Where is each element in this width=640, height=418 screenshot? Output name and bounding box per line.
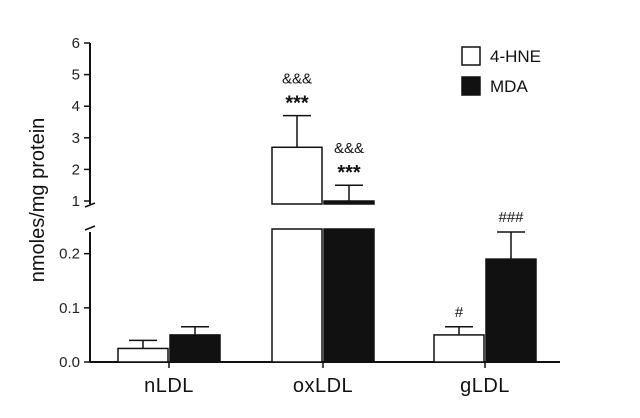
legend-label: MDA — [490, 77, 528, 96]
x-tick-label: oxLDL — [293, 375, 353, 397]
bar — [323, 200, 375, 205]
y-tick-label: 5 — [72, 67, 80, 84]
y-tick-label: 4 — [72, 98, 80, 115]
bar — [433, 334, 485, 363]
y-tick-label: 2 — [72, 161, 80, 178]
significance-label: &&& — [282, 71, 312, 88]
axis-break-mark — [84, 225, 96, 231]
significance-label: &&& — [334, 140, 364, 157]
axes: 0.0 0.1 0.2 1 2 3 4 5 6 nLDL oxLDL gLDL — [59, 35, 560, 397]
y-tick-label: 0.1 — [59, 300, 80, 317]
bars — [117, 114, 537, 363]
y-tick-label: 6 — [72, 35, 80, 52]
axis-break-mark — [84, 202, 96, 208]
significance-label: ### — [498, 209, 524, 226]
legend: 4-HNE MDA — [461, 46, 541, 96]
bar — [271, 228, 323, 363]
bar — [323, 228, 375, 363]
bar — [117, 347, 169, 363]
y-tick-label: 0.2 — [59, 246, 80, 263]
significance-label: *** — [285, 93, 309, 115]
significance-label: # — [455, 304, 464, 321]
y-tick-label: 3 — [72, 130, 80, 147]
bar — [271, 146, 323, 205]
y-tick-label: 1 — [72, 193, 80, 210]
significance-annotations: ***&&&***&&&#### — [282, 71, 524, 321]
x-tick-label: nLDL — [144, 375, 194, 397]
significance-label: *** — [337, 162, 361, 184]
x-tick-label: gLDL — [460, 375, 510, 397]
legend-swatch — [461, 76, 481, 96]
bar — [169, 334, 221, 363]
legend-swatch — [461, 46, 481, 66]
legend-label: 4-HNE — [490, 47, 541, 66]
y-tick-label: 0.0 — [59, 354, 80, 371]
bar — [485, 258, 537, 363]
y-axis-title: nmoles/mg protein — [27, 118, 49, 283]
